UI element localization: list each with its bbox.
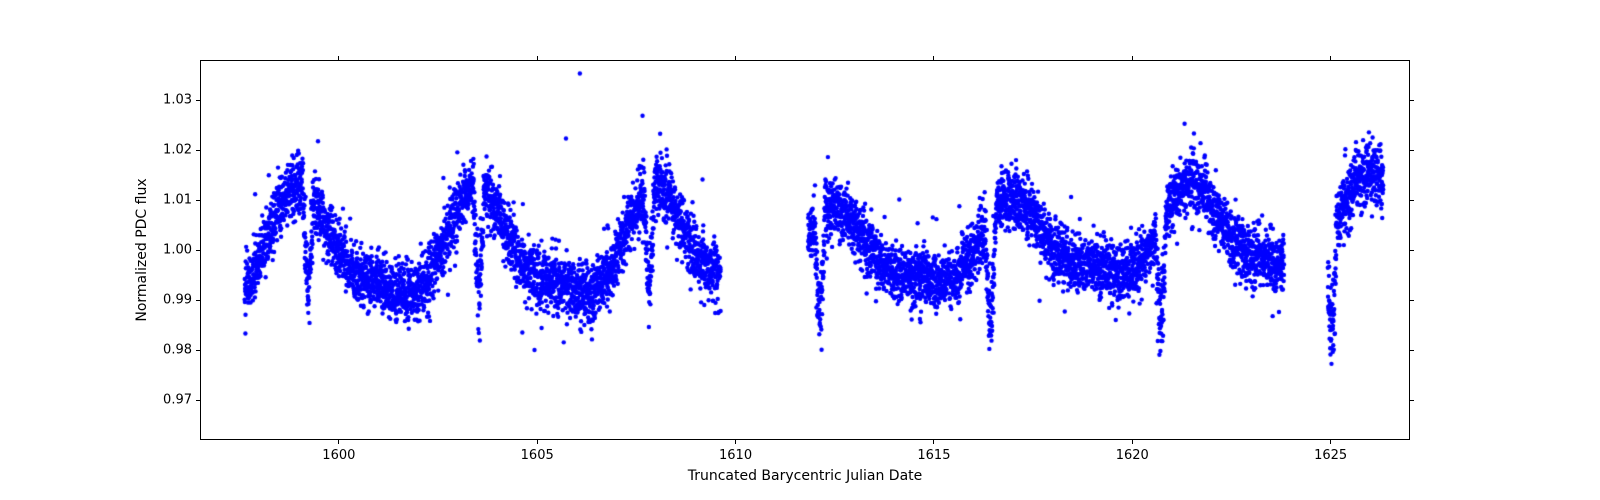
x-tick-mark (933, 56, 934, 60)
y-tick-label: 0.99 (163, 293, 192, 308)
x-axis-label: Truncated Barycentric Julian Date (688, 468, 923, 484)
y-tick-mark (196, 350, 200, 351)
y-tick-mark (196, 400, 200, 401)
y-tick-mark (196, 150, 200, 151)
y-tick-mark (1410, 250, 1414, 251)
y-tick-mark (1410, 400, 1414, 401)
y-tick-label: 0.98 (163, 343, 192, 358)
x-tick-label: 1605 (521, 448, 554, 463)
x-tick-mark (338, 56, 339, 60)
y-tick-mark (196, 200, 200, 201)
y-axis-label: Normalized PDC flux (134, 178, 150, 321)
x-tick-label: 1600 (322, 448, 355, 463)
x-tick-mark (1330, 440, 1331, 444)
y-tick-mark (196, 300, 200, 301)
y-tick-label: 0.97 (163, 393, 192, 408)
x-tick-mark (338, 440, 339, 444)
x-tick-mark (537, 440, 538, 444)
y-tick-mark (1410, 350, 1414, 351)
y-tick-mark (1410, 200, 1414, 201)
x-tick-mark (1132, 440, 1133, 444)
x-tick-mark (735, 56, 736, 60)
y-tick-label: 1.03 (163, 93, 192, 108)
figure: Truncated Barycentric Julian Date Normal… (0, 0, 1600, 500)
x-tick-mark (537, 56, 538, 60)
y-tick-label: 1.00 (163, 243, 192, 258)
x-tick-mark (933, 440, 934, 444)
y-tick-mark (1410, 100, 1414, 101)
x-tick-label: 1625 (1314, 448, 1347, 463)
y-tick-mark (196, 250, 200, 251)
x-tick-mark (735, 440, 736, 444)
y-tick-mark (1410, 150, 1414, 151)
y-tick-label: 1.01 (163, 193, 192, 208)
x-tick-mark (1132, 56, 1133, 60)
x-tick-label: 1620 (1116, 448, 1149, 463)
x-tick-label: 1610 (719, 448, 752, 463)
x-tick-label: 1615 (917, 448, 950, 463)
scatter-canvas (201, 61, 1411, 441)
y-tick-mark (1410, 300, 1414, 301)
y-tick-mark (196, 100, 200, 101)
x-tick-mark (1330, 56, 1331, 60)
y-tick-label: 1.02 (163, 143, 192, 158)
plot-axes (200, 60, 1410, 440)
